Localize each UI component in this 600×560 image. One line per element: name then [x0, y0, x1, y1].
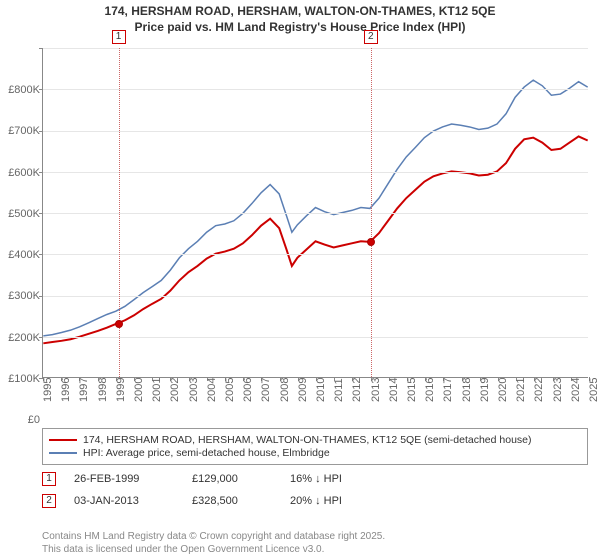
- x-axis-label: 2025: [588, 378, 600, 402]
- sale-price-2: £328,500: [192, 495, 272, 507]
- legend-label-hpi: HPI: Average price, semi-detached house,…: [83, 447, 330, 459]
- footer: Contains HM Land Registry data © Crown c…: [42, 531, 385, 556]
- sale-date-1: 26-FEB-1999: [74, 473, 174, 485]
- swatch-property: [49, 439, 77, 441]
- y-axis-label: £300K: [0, 290, 40, 302]
- y-axis-label: £400K: [0, 249, 40, 261]
- series-hpi: [43, 80, 587, 336]
- plot-area: 12: [42, 48, 588, 378]
- y-axis-label: £100K: [0, 373, 40, 385]
- y-axis-label: £500K: [0, 208, 40, 220]
- sale-row-2: 2 03-JAN-2013 £328,500 20% ↓ HPI: [42, 494, 588, 508]
- chart-container: 174, HERSHAM ROAD, HERSHAM, WALTON-ON-TH…: [0, 0, 600, 560]
- marker-line-2: [371, 48, 372, 377]
- sale-delta-1: 16% ↓ HPI: [290, 473, 342, 485]
- marker-dot-2: [367, 238, 375, 246]
- y-axis-label: £600K: [0, 167, 40, 179]
- sale-price-1: £129,000: [192, 473, 272, 485]
- sale-date-2: 03-JAN-2013: [74, 495, 174, 507]
- chart-area: 12 £0£100K£200K£300K£400K£500K£600K£700K…: [0, 42, 600, 422]
- footer-line-2: This data is licensed under the Open Gov…: [42, 544, 385, 557]
- chart-title: 174, HERSHAM ROAD, HERSHAM, WALTON-ON-TH…: [0, 0, 600, 35]
- marker-box-2: 2: [364, 30, 378, 44]
- y-axis-label: £800K: [0, 84, 40, 96]
- legend-row-property: 174, HERSHAM ROAD, HERSHAM, WALTON-ON-TH…: [49, 434, 581, 446]
- y-axis-label: £200K: [0, 332, 40, 344]
- sale-delta-2: 20% ↓ HPI: [290, 495, 342, 507]
- series-property: [43, 136, 587, 343]
- swatch-hpi: [49, 452, 77, 454]
- footer-line-1: Contains HM Land Registry data © Crown c…: [42, 531, 385, 544]
- marker-dot-1: [115, 320, 123, 328]
- marker-box-1: 1: [112, 30, 126, 44]
- title-line-2: Price paid vs. HM Land Registry's House …: [0, 20, 600, 36]
- legend-row-hpi: HPI: Average price, semi-detached house,…: [49, 447, 581, 459]
- y-axis-label: £0: [0, 414, 40, 426]
- legend: 174, HERSHAM ROAD, HERSHAM, WALTON-ON-TH…: [42, 428, 588, 465]
- sale-row-1: 1 26-FEB-1999 £129,000 16% ↓ HPI: [42, 472, 588, 486]
- sale-marker-2: 2: [42, 494, 56, 508]
- y-axis-label: £700K: [0, 125, 40, 137]
- title-line-1: 174, HERSHAM ROAD, HERSHAM, WALTON-ON-TH…: [0, 4, 600, 20]
- sale-marker-1: 1: [42, 472, 56, 486]
- legend-label-property: 174, HERSHAM ROAD, HERSHAM, WALTON-ON-TH…: [83, 434, 532, 446]
